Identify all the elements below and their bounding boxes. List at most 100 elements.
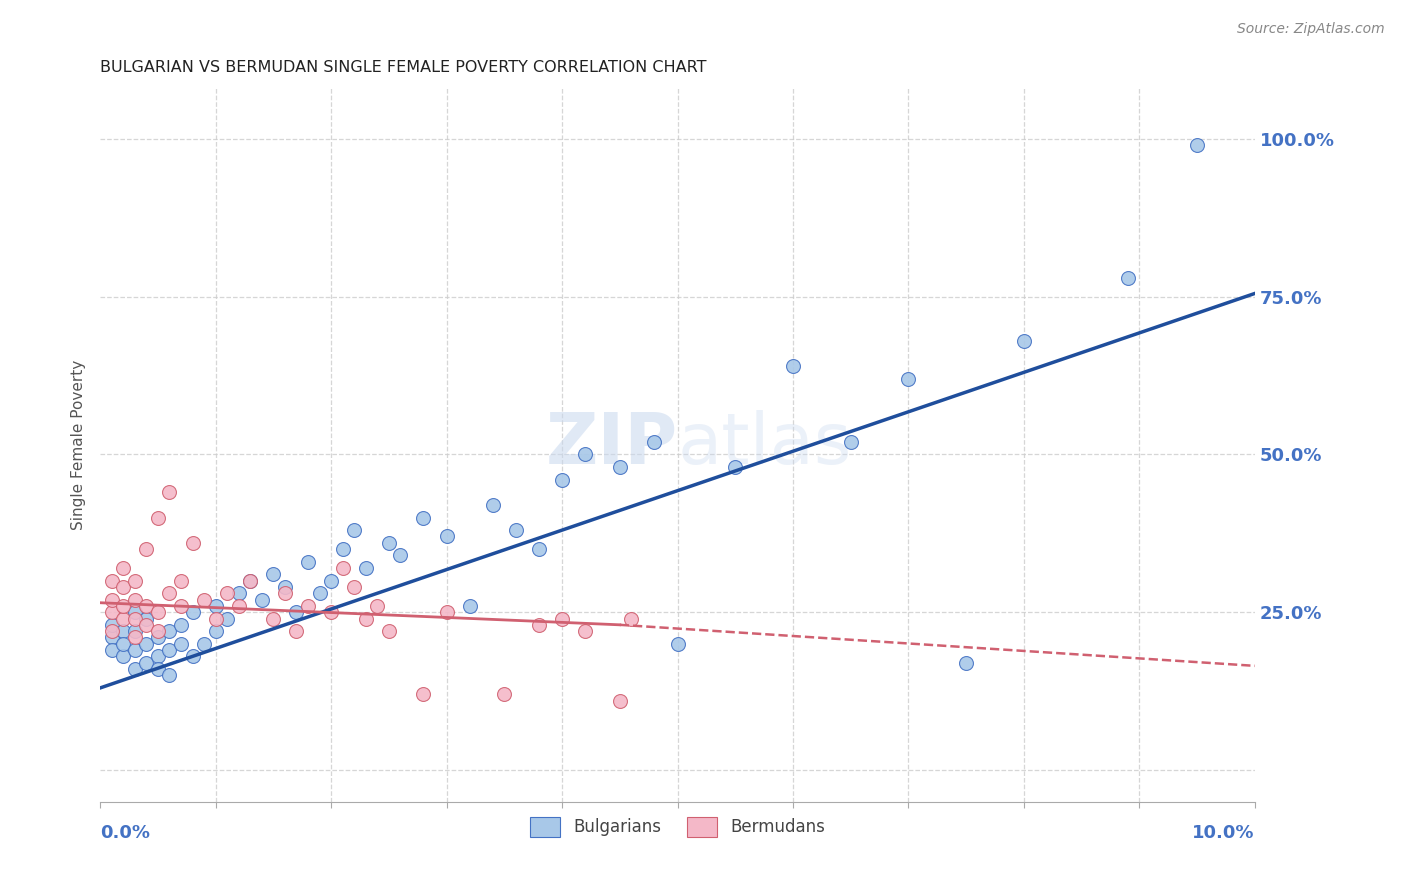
Point <box>135 611 157 625</box>
Point <box>436 529 458 543</box>
Point <box>100 592 122 607</box>
Point <box>481 498 503 512</box>
Point <box>620 611 643 625</box>
Point <box>332 561 354 575</box>
Point <box>170 637 193 651</box>
Point <box>897 371 920 385</box>
Point <box>643 434 665 449</box>
Point <box>100 605 122 619</box>
Point <box>228 586 250 600</box>
Point <box>100 617 122 632</box>
Point <box>124 611 146 625</box>
Text: Source: ZipAtlas.com: Source: ZipAtlas.com <box>1237 22 1385 37</box>
Point <box>112 611 135 625</box>
Point <box>297 555 319 569</box>
Text: atlas: atlas <box>678 410 852 479</box>
Point <box>285 605 308 619</box>
Point <box>124 662 146 676</box>
Point <box>112 624 135 639</box>
Point <box>157 624 180 639</box>
Point <box>135 542 157 557</box>
Point <box>1012 334 1035 348</box>
Text: BULGARIAN VS BERMUDAN SINGLE FEMALE POVERTY CORRELATION CHART: BULGARIAN VS BERMUDAN SINGLE FEMALE POVE… <box>100 60 707 75</box>
Point <box>332 542 354 557</box>
Point <box>157 668 180 682</box>
Point <box>157 643 180 657</box>
Point <box>378 535 401 549</box>
Point <box>100 643 122 657</box>
Point <box>527 542 550 557</box>
Point <box>146 649 169 664</box>
Point <box>436 605 458 619</box>
Point <box>609 693 631 707</box>
Point <box>124 574 146 588</box>
Point <box>135 599 157 613</box>
Point <box>274 580 297 594</box>
Point <box>262 611 284 625</box>
Point <box>319 605 342 619</box>
Point <box>112 561 135 575</box>
Point <box>193 592 215 607</box>
Point <box>782 359 804 373</box>
Point <box>181 649 204 664</box>
Point <box>124 592 146 607</box>
Point <box>135 656 157 670</box>
Point <box>146 662 169 676</box>
Point <box>343 523 366 537</box>
Point <box>412 687 434 701</box>
Y-axis label: Single Female Poverty: Single Female Poverty <box>72 359 86 530</box>
Point <box>157 586 180 600</box>
Point <box>839 434 862 449</box>
Point <box>527 617 550 632</box>
Point <box>378 624 401 639</box>
Point <box>354 561 377 575</box>
Point <box>193 637 215 651</box>
Point <box>146 510 169 524</box>
Point <box>135 617 157 632</box>
Point <box>217 611 239 625</box>
Point <box>297 599 319 613</box>
Point <box>274 586 297 600</box>
Text: 0.0%: 0.0% <box>100 823 150 842</box>
Point <box>124 605 146 619</box>
Point <box>146 624 169 639</box>
Point <box>181 605 204 619</box>
Point <box>505 523 527 537</box>
Point <box>112 637 135 651</box>
Point <box>551 611 574 625</box>
Point <box>319 574 342 588</box>
Point <box>228 599 250 613</box>
Point <box>204 599 226 613</box>
Point <box>124 643 146 657</box>
Point <box>574 447 596 461</box>
Point <box>100 631 122 645</box>
Point <box>551 473 574 487</box>
Point <box>181 535 204 549</box>
Point <box>574 624 596 639</box>
Point <box>308 586 330 600</box>
Point <box>170 617 193 632</box>
Point <box>170 574 193 588</box>
Point <box>609 460 631 475</box>
Point <box>100 624 122 639</box>
Point <box>124 631 146 645</box>
Point <box>1185 138 1208 153</box>
Point <box>366 599 388 613</box>
Point <box>135 637 157 651</box>
Point <box>494 687 516 701</box>
Point <box>204 624 226 639</box>
Text: 10.0%: 10.0% <box>1192 823 1256 842</box>
Point <box>239 574 262 588</box>
Point <box>112 649 135 664</box>
Point <box>343 580 366 594</box>
Point <box>112 580 135 594</box>
Point <box>124 624 146 639</box>
Point <box>112 599 135 613</box>
Point <box>285 624 308 639</box>
Point <box>157 485 180 500</box>
Point <box>955 656 977 670</box>
Point <box>146 631 169 645</box>
Point <box>146 605 169 619</box>
Text: ZIP: ZIP <box>546 410 678 479</box>
Point <box>217 586 239 600</box>
